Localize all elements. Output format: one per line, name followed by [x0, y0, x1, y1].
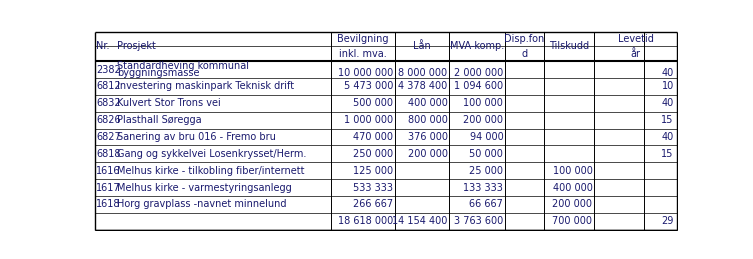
- Text: 200 000: 200 000: [463, 115, 503, 125]
- Text: 29: 29: [661, 216, 674, 226]
- Text: 800 000: 800 000: [407, 115, 447, 125]
- Text: 100 000: 100 000: [553, 166, 593, 176]
- Text: Melhus kirke - tilkobling fiber/internett: Melhus kirke - tilkobling fiber/internet…: [117, 166, 305, 176]
- Text: Investering maskinpark Teknisk drift: Investering maskinpark Teknisk drift: [117, 81, 294, 91]
- Text: 2382: 2382: [96, 64, 121, 75]
- Text: 200 000: 200 000: [553, 199, 593, 210]
- Text: 6832: 6832: [96, 98, 121, 108]
- Text: 4 378 400: 4 378 400: [398, 81, 447, 91]
- Text: 400 000: 400 000: [553, 183, 593, 193]
- Text: 500 000: 500 000: [353, 98, 393, 108]
- Text: Horg gravplass -navnet minnelund: Horg gravplass -navnet minnelund: [117, 199, 287, 210]
- Text: 40: 40: [662, 98, 674, 108]
- Text: 40: 40: [662, 132, 674, 142]
- Text: Plasthall Søregga: Plasthall Søregga: [117, 115, 202, 125]
- Text: byggningsmasse: byggningsmasse: [117, 68, 200, 78]
- Text: 400 000: 400 000: [407, 98, 447, 108]
- Text: 6812: 6812: [96, 81, 121, 91]
- Text: 15: 15: [661, 115, 674, 125]
- Text: 266 667: 266 667: [353, 199, 393, 210]
- Text: 470 000: 470 000: [353, 132, 393, 142]
- Text: 14 154 400: 14 154 400: [392, 216, 447, 226]
- Text: Nr.: Nr.: [96, 41, 110, 52]
- Text: 533 333: 533 333: [353, 183, 393, 193]
- Text: 40: 40: [662, 68, 674, 78]
- Text: d: d: [521, 49, 527, 59]
- Text: 1 000 000: 1 000 000: [344, 115, 393, 125]
- Text: Kulvert Stor Trons vei: Kulvert Stor Trons vei: [117, 98, 221, 108]
- Text: 10: 10: [662, 81, 674, 91]
- Text: inkl. mva.: inkl. mva.: [339, 49, 386, 59]
- Text: 1616: 1616: [96, 166, 121, 176]
- Text: 1617: 1617: [96, 183, 121, 193]
- Text: 6818: 6818: [96, 149, 121, 159]
- Text: Tilskudd: Tilskudd: [549, 41, 589, 52]
- Text: 100 000: 100 000: [463, 98, 503, 108]
- Text: MVA-komp.: MVA-komp.: [450, 41, 504, 52]
- Text: Prosjekt: Prosjekt: [117, 41, 157, 52]
- Text: 376 000: 376 000: [407, 132, 447, 142]
- Text: Levetid: Levetid: [617, 34, 654, 44]
- Text: Lån: Lån: [413, 41, 431, 52]
- Text: 94 000: 94 000: [470, 132, 503, 142]
- Text: Sanering av bru 016 - Fremo bru: Sanering av bru 016 - Fremo bru: [117, 132, 276, 142]
- Text: 3 763 600: 3 763 600: [454, 216, 503, 226]
- Text: 5 473 000: 5 473 000: [344, 81, 393, 91]
- Text: 18 618 000: 18 618 000: [338, 216, 393, 226]
- Text: 6827: 6827: [96, 132, 121, 142]
- Text: 50 000: 50 000: [469, 149, 503, 159]
- Text: 125 000: 125 000: [353, 166, 393, 176]
- Text: 8 000 000: 8 000 000: [398, 68, 447, 78]
- Text: 6826: 6826: [96, 115, 121, 125]
- Text: 25 000: 25 000: [469, 166, 503, 176]
- Text: Standardheving kommunal: Standardheving kommunal: [117, 61, 249, 71]
- Text: 2 000 000: 2 000 000: [454, 68, 503, 78]
- Text: 66 667: 66 667: [469, 199, 503, 210]
- Text: Bevilgning: Bevilgning: [337, 34, 389, 44]
- Text: 700 000: 700 000: [553, 216, 593, 226]
- Text: 1618: 1618: [96, 199, 121, 210]
- Text: 1 094 600: 1 094 600: [454, 81, 503, 91]
- Text: Melhus kirke - varmestyringsanlegg: Melhus kirke - varmestyringsanlegg: [117, 183, 292, 193]
- Text: år: år: [630, 49, 641, 59]
- Text: 250 000: 250 000: [353, 149, 393, 159]
- Text: Disp.fon: Disp.fon: [504, 34, 544, 44]
- Text: Gang og sykkelvei Losenkrysset/Herm.: Gang og sykkelvei Losenkrysset/Herm.: [117, 149, 306, 159]
- Text: 10 000 000: 10 000 000: [338, 68, 393, 78]
- Text: 15: 15: [661, 149, 674, 159]
- Text: 200 000: 200 000: [407, 149, 447, 159]
- Text: 133 333: 133 333: [463, 183, 503, 193]
